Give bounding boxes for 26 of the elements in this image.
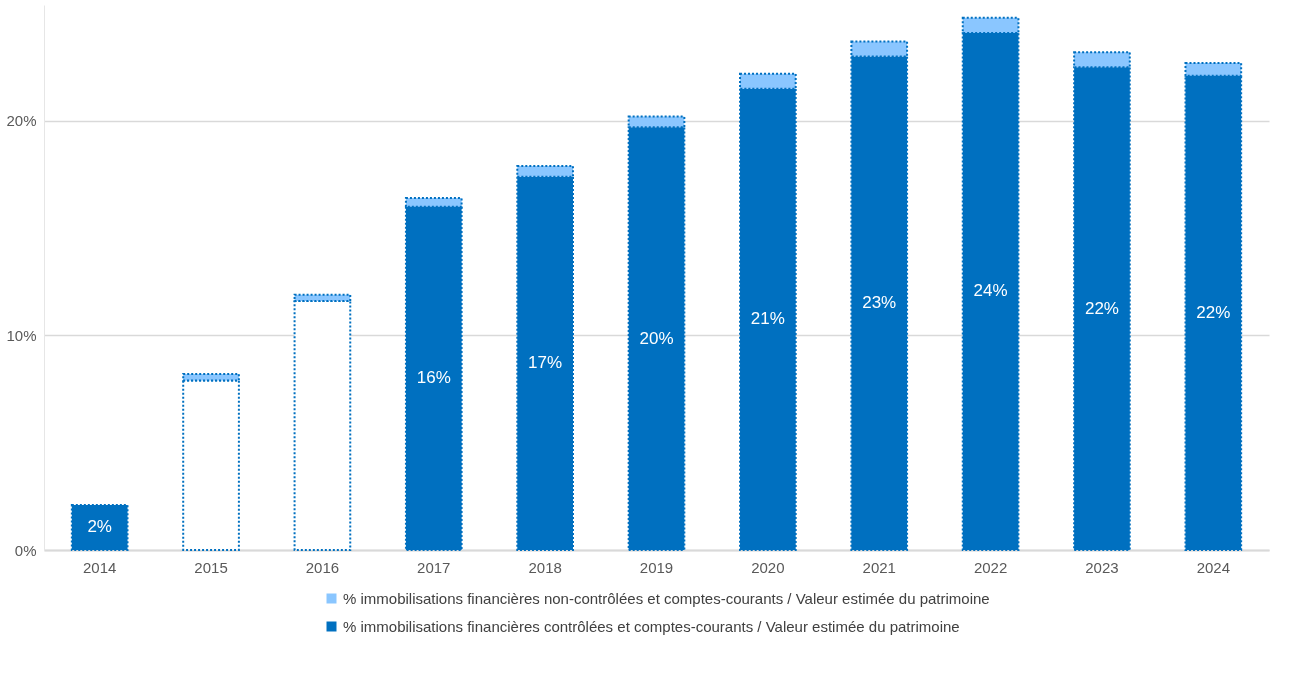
x-tick-label: 2019	[639, 558, 674, 576]
x-tick-label: 2017	[417, 558, 451, 576]
legend-label: % immobilisations financières non-contrôlées et comptes-courants / Valeur estimée du patrimoine	[343, 589, 990, 607]
legend-label: % immobilisations financières contrôlées et comptes-courants / Valeur estimée du patrimoine	[343, 617, 960, 635]
bar	[70, 503, 129, 551]
x-tick-label: 2015	[194, 558, 228, 576]
y-tick-label: 20%	[6, 112, 37, 130]
data-label: 16%	[416, 368, 451, 388]
data-label: 2%	[87, 517, 112, 537]
y-tick-label: 0%	[14, 541, 37, 559]
x-tick-label: 2024	[1196, 558, 1231, 576]
x-tick-label: 2018	[528, 558, 562, 576]
x-tick-label: 2021	[862, 558, 896, 576]
data-label: 24%	[973, 281, 1008, 301]
y-tick-label: 10%	[6, 326, 37, 344]
x-tick-label: 2020	[751, 558, 785, 576]
data-label: 22%	[1196, 302, 1231, 322]
x-tick-label: 2014	[82, 558, 117, 576]
x-tick-label: 2016	[305, 558, 340, 576]
data-label: 22%	[1084, 298, 1119, 318]
data-label: 17%	[528, 353, 563, 373]
data-label: 23%	[862, 293, 897, 313]
x-tick-label: 2022	[973, 558, 1008, 576]
x-tick-label: 2023	[1085, 558, 1119, 576]
data-label: 21%	[750, 309, 785, 329]
data-label: 20%	[639, 328, 674, 348]
